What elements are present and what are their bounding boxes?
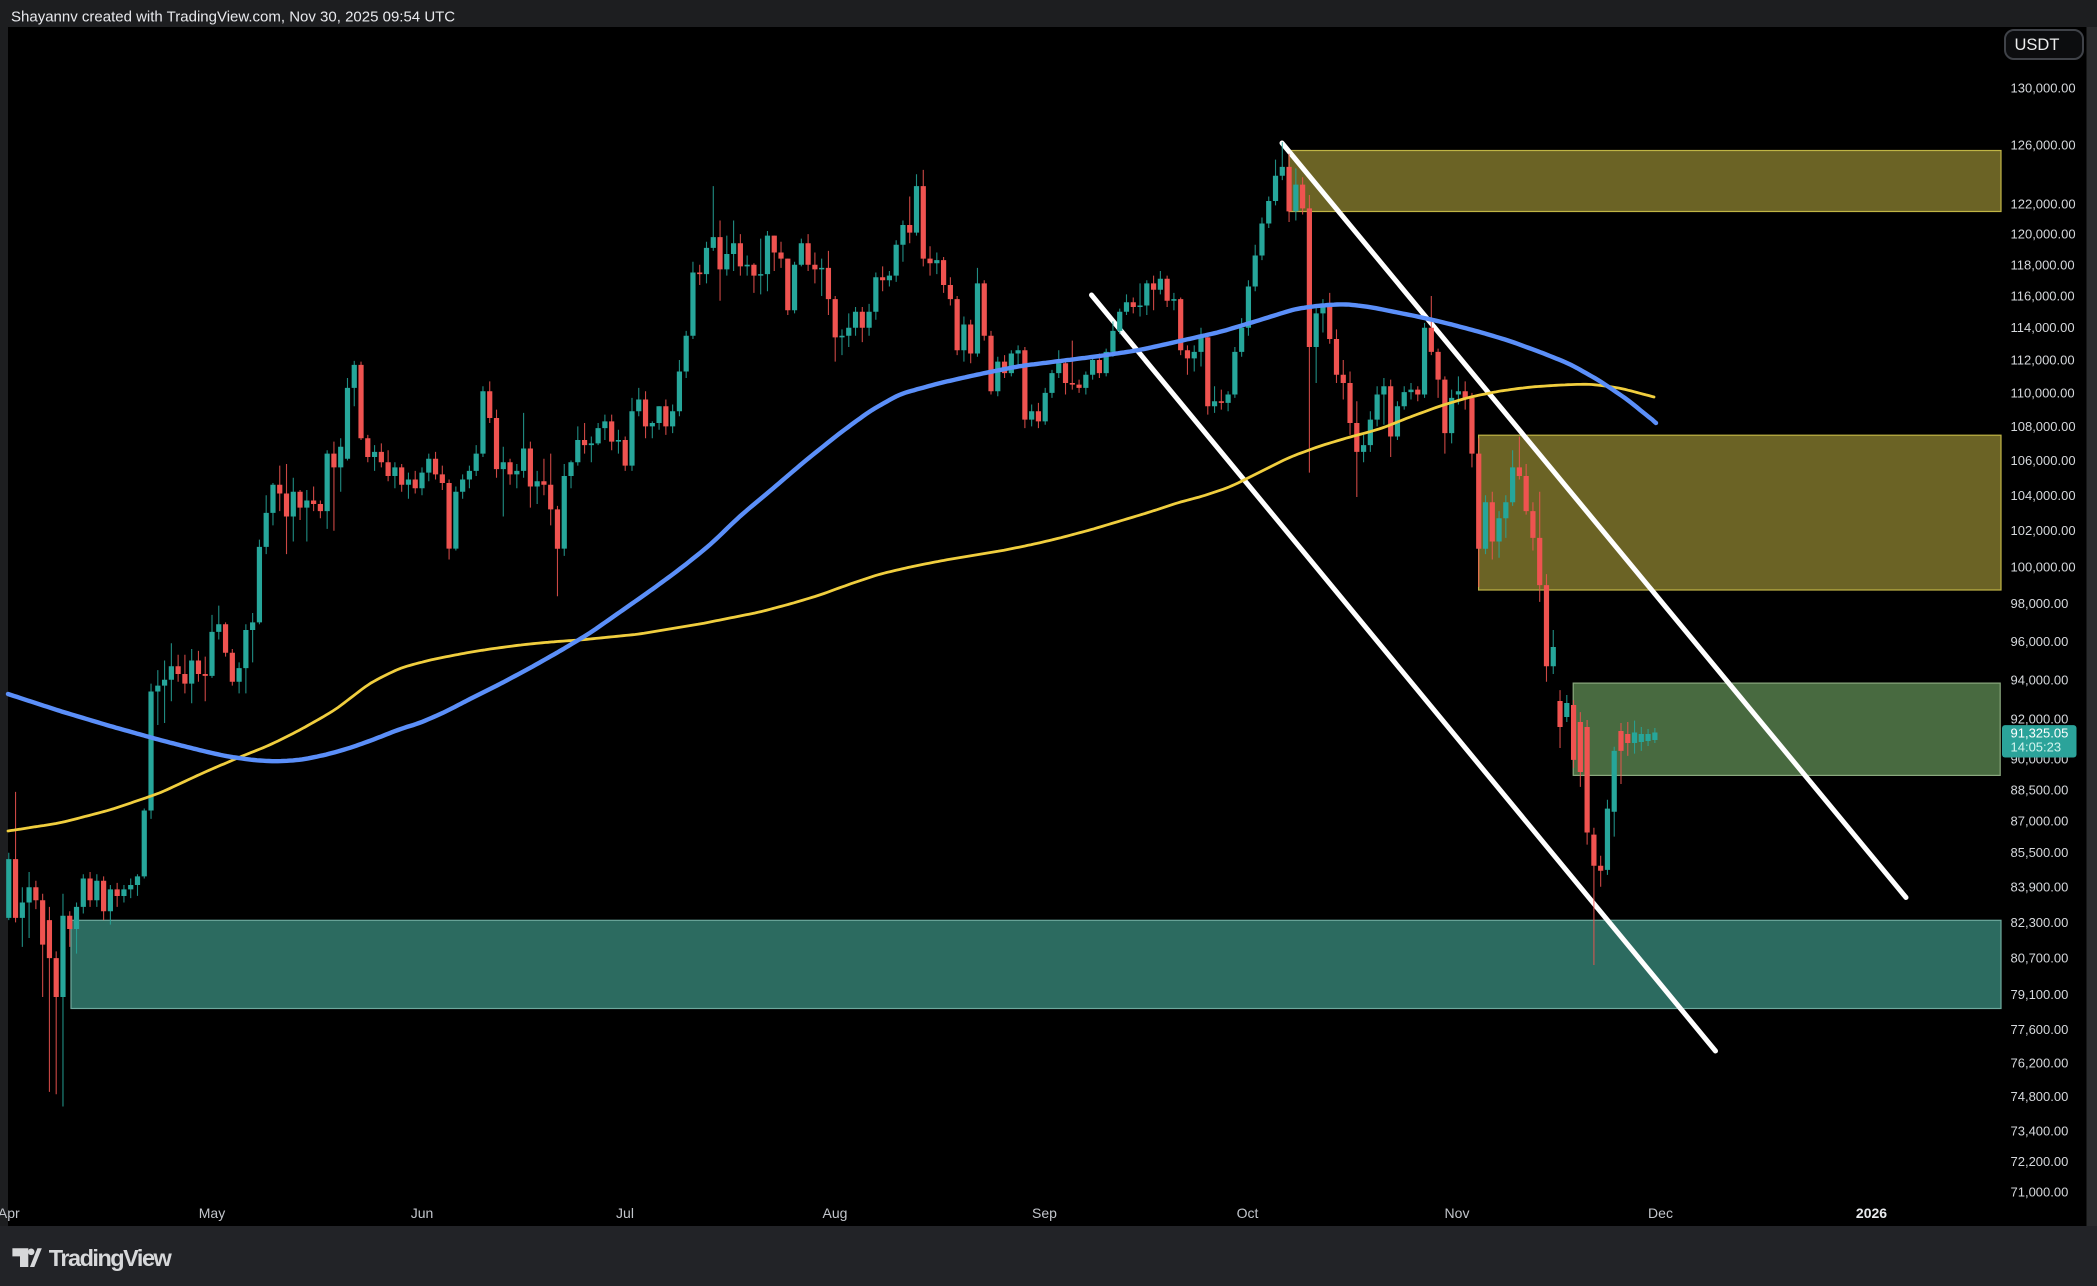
svg-text:104,000.00: 104,000.00 [2011, 488, 2076, 503]
svg-text:74,800.00: 74,800.00 [2011, 1089, 2069, 1104]
svg-text:122,000.00: 122,000.00 [2011, 196, 2076, 211]
svg-text:USDT: USDT [2015, 36, 2060, 54]
svg-text:Shayannv created with TradingV: Shayannv created with TradingView.com, N… [11, 9, 455, 26]
svg-text:85,500.00: 85,500.00 [2011, 845, 2069, 860]
svg-text:88,500.00: 88,500.00 [2011, 782, 2069, 797]
svg-text:80,700.00: 80,700.00 [2011, 951, 2069, 966]
svg-text:130,000.00: 130,000.00 [2011, 81, 2076, 96]
svg-text:98,000.00: 98,000.00 [2011, 596, 2069, 611]
svg-text:Oct: Oct [1237, 1205, 1259, 1221]
svg-text:118,000.00: 118,000.00 [2011, 257, 2075, 272]
svg-text:14:05:23: 14:05:23 [2011, 740, 2062, 755]
svg-text:2026: 2026 [1856, 1205, 1887, 1221]
svg-text:TradingView: TradingView [49, 1245, 173, 1271]
svg-text:Apr: Apr [0, 1205, 20, 1221]
svg-text:96,000.00: 96,000.00 [2011, 634, 2069, 649]
svg-text:116,000.00: 116,000.00 [2011, 289, 2075, 304]
svg-text:71,000.00: 71,000.00 [2011, 1184, 2069, 1199]
svg-text:87,000.00: 87,000.00 [2011, 814, 2069, 829]
svg-text:126,000.00: 126,000.00 [2011, 138, 2076, 153]
svg-text:77,600.00: 77,600.00 [2011, 1022, 2069, 1037]
svg-text:83,900.00: 83,900.00 [2011, 880, 2069, 895]
svg-text:106,000.00: 106,000.00 [2011, 453, 2076, 468]
svg-text:82,300.00: 82,300.00 [2011, 915, 2069, 930]
svg-text:92,000.00: 92,000.00 [2011, 712, 2069, 727]
svg-text:114,000.00: 114,000.00 [2011, 320, 2075, 335]
svg-text:May: May [199, 1205, 225, 1221]
svg-text:120,000.00: 120,000.00 [2011, 227, 2076, 242]
svg-text:73,400.00: 73,400.00 [2011, 1124, 2069, 1139]
svg-text:Aug: Aug [823, 1205, 848, 1221]
svg-text:110,000.00: 110,000.00 [2011, 385, 2075, 400]
svg-text:79,100.00: 79,100.00 [2011, 987, 2069, 1002]
svg-text:Nov: Nov [1445, 1205, 1470, 1221]
svg-text:108,000.00: 108,000.00 [2011, 419, 2076, 434]
svg-text:Dec: Dec [1648, 1205, 1673, 1221]
svg-text:102,000.00: 102,000.00 [2011, 523, 2076, 538]
svg-text:100,000.00: 100,000.00 [2011, 559, 2076, 574]
svg-text:76,200.00: 76,200.00 [2011, 1055, 2069, 1070]
svg-text:72,200.00: 72,200.00 [2011, 1154, 2069, 1169]
svg-text:Sep: Sep [1032, 1205, 1057, 1221]
svg-text:Jul: Jul [616, 1205, 634, 1221]
svg-text:Jun: Jun [411, 1205, 434, 1221]
svg-text:94,000.00: 94,000.00 [2011, 672, 2069, 687]
svg-text:91,325.05: 91,325.05 [2011, 726, 2069, 741]
svg-text:112,000.00: 112,000.00 [2011, 353, 2075, 368]
